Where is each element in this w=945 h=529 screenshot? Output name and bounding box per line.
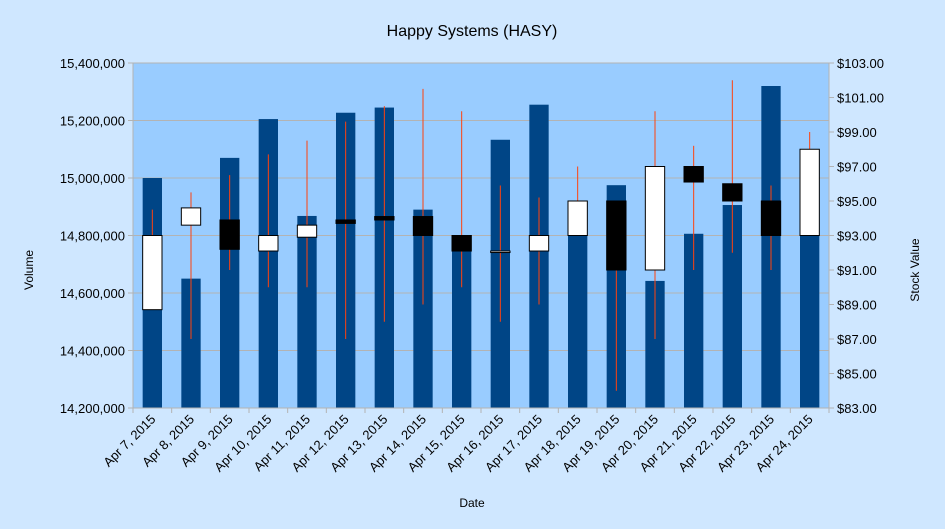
volume-bar: [722, 205, 742, 408]
candle-box: [528, 235, 550, 252]
candle-box: [142, 235, 163, 311]
axes: [128, 62, 834, 413]
candle-box: [412, 216, 434, 236]
y2-tick-label: $101.00: [837, 91, 884, 106]
candle-box: [567, 200, 588, 236]
x-axis-title: Date: [459, 496, 485, 510]
candle-box: [296, 224, 318, 238]
candle-box: [451, 235, 472, 252]
volume-bar: [684, 233, 704, 408]
y-tick-label: 14,400,000: [60, 344, 125, 359]
candle-box: [490, 250, 511, 254]
y-axis-right-ticks: $83.00 $85.00 $87.00 $89.00 $91.00 $93.00 $95.…: [837, 56, 884, 416]
candle-box: [644, 166, 666, 271]
y-tick-label: 14,200,000: [60, 401, 125, 416]
y2-axis-title: Stock Value: [908, 238, 922, 301]
y2-tick-label: $85.00: [837, 367, 877, 382]
volume-bar: [452, 237, 472, 408]
y2-tick-label: $97.00: [837, 160, 877, 175]
y2-tick-label: $89.00: [837, 298, 877, 313]
y2-tick-label: $103.00: [837, 56, 884, 71]
candle-box: [219, 219, 240, 250]
y2-tick-label: $87.00: [837, 332, 877, 347]
chart-title: Happy Systems (HASY): [387, 23, 558, 40]
candle-box: [374, 216, 395, 221]
y2-tick-label: $95.00: [837, 194, 877, 209]
candle-box: [760, 200, 782, 236]
volume-bar: [645, 280, 665, 408]
y2-tick-label: $83.00: [837, 401, 877, 416]
candle-box: [683, 166, 704, 183]
volume-bar: [181, 278, 201, 408]
volume-bar: [297, 215, 317, 408]
candle-box: [722, 183, 743, 202]
candle-box: [606, 200, 627, 271]
y-tick-label: 15,000,000: [60, 171, 125, 186]
volume-bar: [800, 235, 820, 408]
y2-tick-label: $93.00: [837, 229, 877, 244]
y-tick-label: 15,200,000: [60, 114, 125, 129]
candle-box: [180, 207, 202, 226]
candlesticks: [142, 80, 820, 391]
candle-box: [258, 235, 279, 252]
candle-box: [335, 219, 356, 224]
y-axis-title: Volume: [22, 250, 36, 290]
y-tick-label: 15,400,000: [60, 56, 125, 71]
volume-bar: [413, 209, 433, 408]
candle-box: [799, 148, 820, 236]
y-tick-label: 14,800,000: [60, 229, 125, 244]
y-axis-left-ticks: 14,200,000 14,400,000 14,600,000 14,800,000…: [60, 56, 125, 416]
y-tick-label: 14,600,000: [60, 286, 125, 301]
volume-bar: [568, 235, 588, 408]
y2-tick-label: $99.00: [837, 125, 877, 140]
y2-tick-label: $91.00: [837, 263, 877, 278]
